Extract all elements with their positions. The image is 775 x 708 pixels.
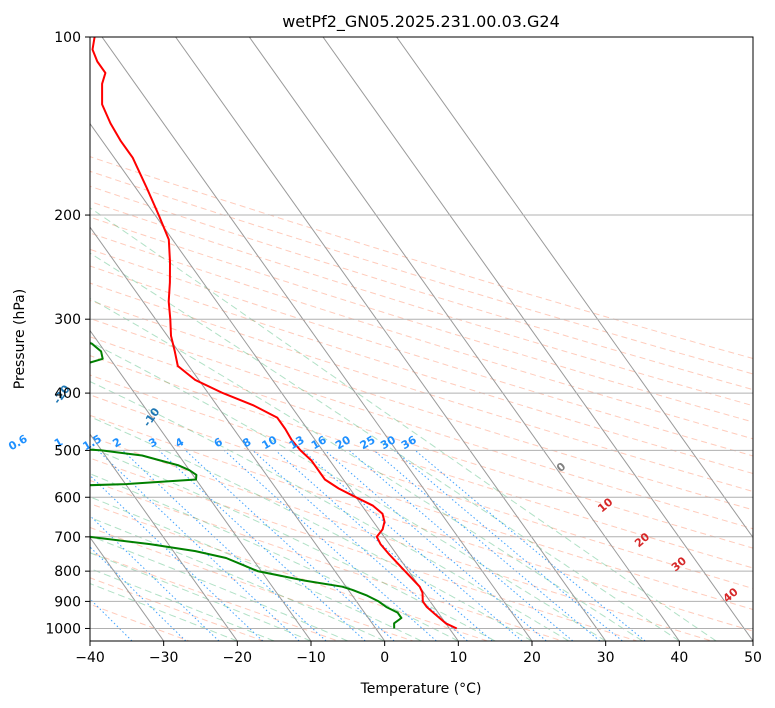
dry-adiabat [90, 216, 753, 423]
dry-adiabat [90, 265, 753, 475]
chart-title: wetPf2_GN05.2025.231.00.03.G24 [282, 12, 560, 32]
x-tick-label: 20 [523, 650, 541, 666]
dry-adiabat [90, 503, 488, 641]
isotherm-line [396, 37, 753, 539]
y-tick-label: 1000 [45, 621, 81, 637]
grid [90, 37, 753, 641]
x-tick-label: 0 [380, 650, 389, 666]
y-tick-label: 600 [54, 490, 81, 506]
mixing-ratio-line [185, 450, 395, 641]
moist-adiabat [90, 446, 496, 641]
temperature-line [91, 37, 458, 630]
dry-adiabat [90, 374, 753, 590]
y-tick-label: 800 [54, 564, 81, 580]
moist-adiabat [90, 496, 422, 641]
mixing-ratio-line [373, 450, 601, 641]
mixing-ratio-label: 0.6 [6, 432, 30, 453]
isotherm-line [101, 37, 533, 641]
moist-adiabat [90, 252, 680, 641]
x-tick-label: −20 [223, 650, 253, 666]
x-tick-label: −10 [296, 650, 326, 666]
mixing-ratio-line [348, 450, 574, 641]
mixing-ratio-line [90, 515, 220, 641]
dry-adiabat [90, 355, 753, 569]
dry-adiabat [90, 479, 563, 641]
moist-adiabat [90, 583, 238, 641]
moist-adiabat [90, 297, 643, 641]
x-tick-label: 10 [449, 650, 467, 666]
isotherm-line [248, 37, 680, 641]
mixing-ratio-line [90, 474, 264, 641]
y-tick-label: 200 [54, 208, 81, 224]
plot-frame [89, 36, 754, 642]
mixing-ratio-line [223, 450, 437, 641]
dry-adiabat [90, 200, 753, 407]
isotherm-line [90, 536, 165, 641]
moist-adiabat [90, 516, 385, 641]
x-axis-title: Temperature (°C) [360, 681, 482, 697]
y-axis-title: Pressure (hPa) [12, 289, 28, 389]
mixing-ratio-line [302, 450, 523, 641]
dry-adiabat [90, 435, 712, 641]
x-tick-label: 30 [597, 650, 615, 666]
isotherm-line [322, 37, 753, 641]
moist-adiabat [90, 416, 533, 641]
moist-adiabat [90, 568, 275, 641]
isotherm-line [90, 122, 459, 641]
isotherm-line [90, 433, 238, 641]
mixing-ratio-line [324, 450, 547, 641]
dry-adiabat [90, 156, 753, 360]
moist-adiabat [90, 341, 606, 641]
x-tick-label: 40 [670, 650, 688, 666]
x-tick-label: 50 [744, 650, 762, 666]
series-layer [90, 37, 458, 630]
y-tick-label: 400 [54, 386, 81, 402]
y-tick-label: 100 [54, 30, 81, 46]
mixing-ratio-line [414, 450, 646, 641]
y-tick-label: 700 [54, 530, 81, 546]
plot-area [90, 37, 753, 641]
isotherm-line [175, 37, 607, 641]
dry-adiabat [90, 299, 753, 511]
mixing-ratio-line [394, 450, 623, 641]
dry-adiabat [90, 185, 753, 391]
y-axis: 100 200 300 400 500 600 700 800 900 1000 [45, 30, 90, 637]
x-tick-label: −40 [75, 650, 105, 666]
y-tick-label: 300 [54, 312, 81, 328]
moist-adiabat [90, 207, 717, 641]
isotherm-line [90, 226, 386, 641]
mixing-ratio-line [90, 598, 133, 641]
y-tick-label: 500 [54, 443, 81, 459]
dry-adiabat [90, 232, 753, 440]
x-tick-label: −30 [149, 650, 179, 666]
background-lines [90, 156, 753, 641]
y-tick-label: 900 [54, 594, 81, 610]
isotherm-line [90, 329, 312, 641]
x-axis: −40 −30 −20 −10 0 10 20 30 40 50 [75, 641, 762, 666]
dewpoint-line [90, 342, 403, 629]
